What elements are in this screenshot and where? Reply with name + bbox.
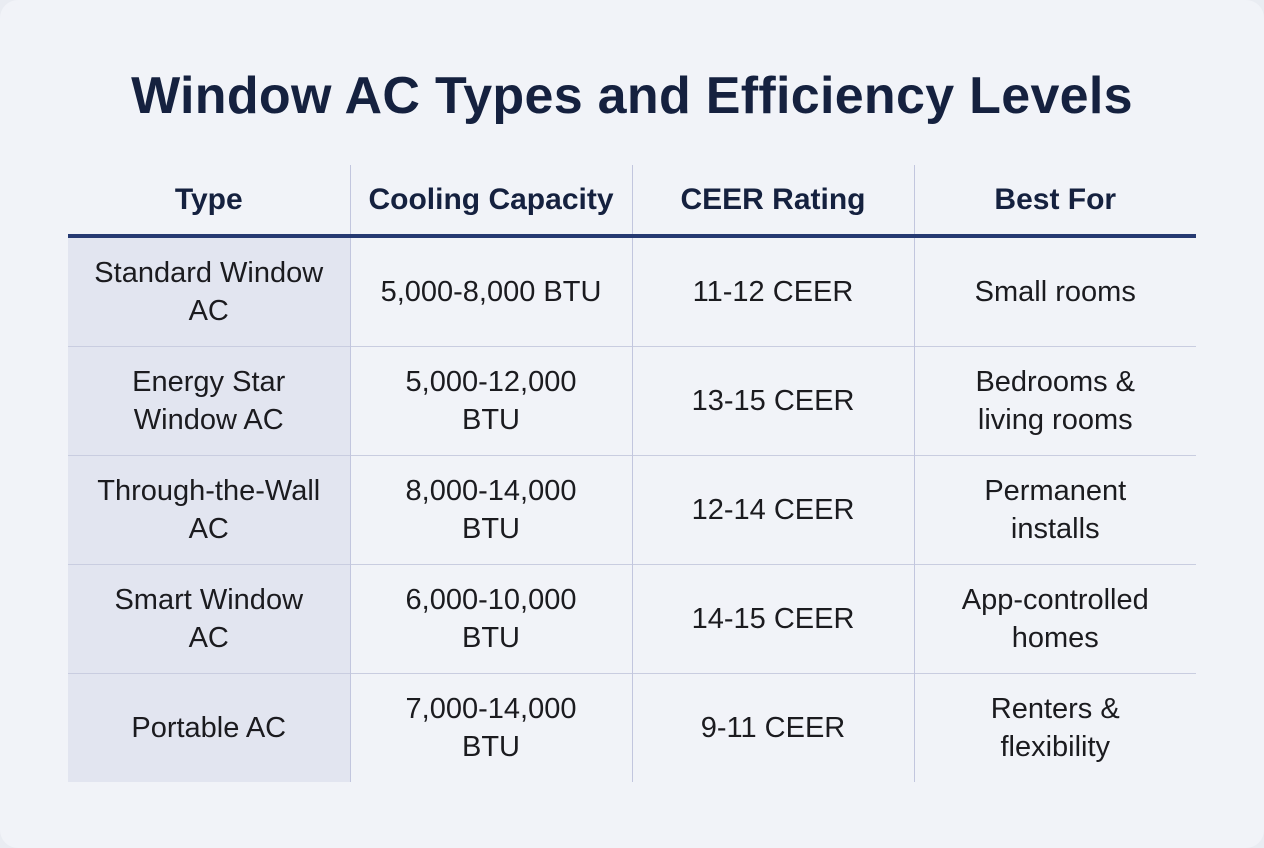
cell-text: Through-the-Wall AC [97,475,321,545]
cell-text: Energy Star Window AC [132,366,286,436]
column-header: Type [68,165,350,238]
title: Window AC Types and Efficiency Levels [131,67,1133,125]
table-row: Portable AC 7,000-14,000 BTU 9-11 CEER Rent… [68,673,1196,782]
column-header: Best For [913,165,1196,238]
cell-text: 9-11 CEER [700,712,846,744]
table-cell: Renters & flexibility [913,673,1196,782]
table-row: Energy Star Window AC 5,000-12,000 BTU 13-… [68,346,1196,456]
cell-text: Permanent installs [984,475,1127,545]
table-row: Smart Window AC 6,000-10,000 BTU 14-15 CEE… [68,564,1196,674]
table-cell: 9-11 CEER [631,673,914,782]
cell-text: 6,000-10,000 BTU [405,584,577,654]
cell-text: 7,000-14,000 BTU [405,693,577,763]
cell-text: Renters & flexibility [990,693,1120,763]
table-cell: 12-14 CEER [631,455,914,565]
table-cell: 11-12 CEER [631,236,914,347]
cell-text: Small rooms [974,276,1136,308]
cell-text: 5,000-12,000 BTU [405,366,577,436]
table-cell: 14-15 CEER [631,564,914,674]
cell-text: 8,000-14,000 BTU [405,475,577,545]
table-cell: Energy Star Window AC [68,346,350,456]
table-cell: Small rooms [913,236,1196,347]
table-cell: Smart Window AC [68,564,350,674]
cell-text: 5,000-8,000 BTU [380,276,602,308]
cell-text: 13-15 CEER [691,385,855,417]
cell-text: 12-14 CEER [691,494,855,526]
comparison-table: Type Cooling Capacity CEER Rating Best For … [68,165,1196,782]
table-cell: Bedrooms & living rooms [913,346,1196,456]
table-cell: 5,000-12,000 BTU [349,346,632,456]
table-cell: 8,000-14,000 BTU [349,455,632,565]
header-row: Type Cooling Capacity CEER Rating Best For [68,165,1196,238]
cell-text: 11-12 CEER [692,276,854,308]
table-cell: 6,000-10,000 BTU [349,564,632,674]
table-row: Standard Window AC 5,000-8,000 BTU 11-12 C… [68,236,1196,347]
column-header: Cooling Capacity [349,165,632,238]
cell-text: Portable AC [131,712,287,744]
table-cell: App-controlled homes [913,564,1196,674]
table-row: Through-the-Wall AC 8,000-14,000 BTU 12-14… [68,455,1196,565]
cell-text: 14-15 CEER [691,603,855,635]
cell-text: Standard Window AC [94,257,324,327]
table-cell: Portable AC [68,673,350,782]
table-cell: 7,000-14,000 BTU [349,673,632,782]
cell-text: Bedrooms & living rooms [975,366,1136,436]
column-header: CEER Rating [631,165,914,238]
table-cell: Standard Window AC [68,236,350,347]
table-cell: 13-15 CEER [631,346,914,456]
table-cell: 5,000-8,000 BTU [349,236,632,347]
cell-text: Smart Window AC [114,584,304,654]
table-cell: Permanent installs [913,455,1196,565]
table-cell: Through-the-Wall AC [68,455,350,565]
cell-text: App-controlled homes [961,584,1149,654]
table-body: Standard Window AC 5,000-8,000 BTU 11-12 C… [68,236,1196,782]
